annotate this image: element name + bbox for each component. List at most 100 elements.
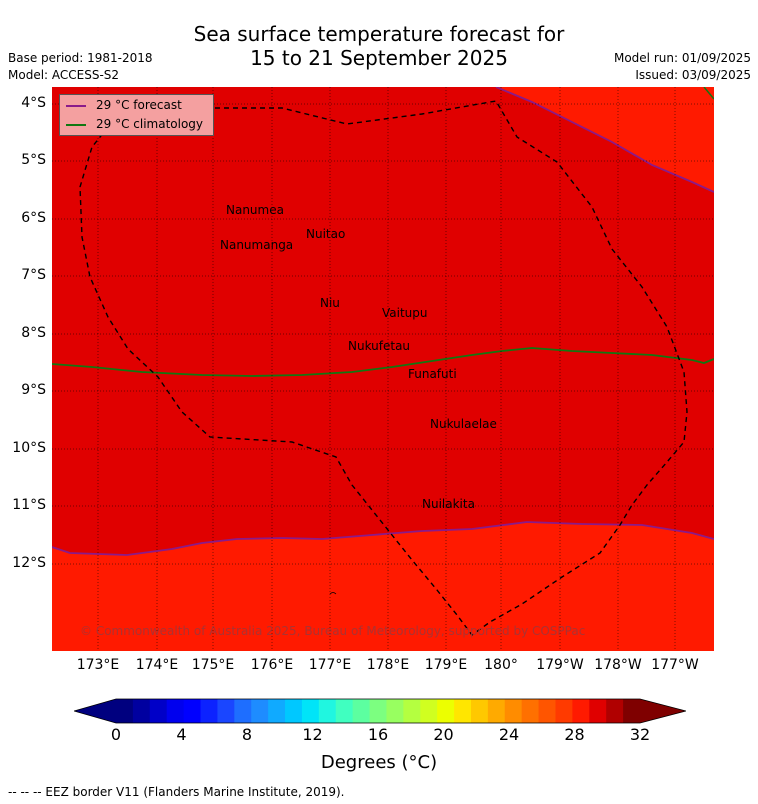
lat-label: 11°S	[12, 497, 46, 513]
lon-label: 177°W	[651, 657, 699, 673]
legend-climatology: 29 °C climatology	[66, 116, 203, 132]
meta-left: Base period: 1981-2018 Model: ACCESS-S2	[8, 50, 153, 84]
lon-label: 178°W	[594, 657, 642, 673]
colorbar-segment	[352, 699, 371, 723]
colorbar-segment	[200, 699, 218, 723]
colorbar-segment	[217, 699, 235, 723]
colorbar-segment	[149, 699, 168, 723]
colorbar-tick-label: 8	[241, 725, 253, 744]
colorbar-segment	[318, 699, 337, 723]
chart-title: Sea surface temperature forecast for 15 …	[0, 22, 758, 70]
colorbar-segment	[504, 699, 523, 723]
eez-border	[79, 100, 688, 636]
place-labels: Nanumea Nuitao Nanumanga Niu Vaitupu Nukufeta…	[52, 87, 714, 651]
title-line-2: 15 to 21 September 2025	[250, 46, 508, 70]
lon-label: 174°E	[135, 657, 179, 673]
land-speck	[329, 592, 337, 595]
colorbar-tick-label: 0	[110, 725, 122, 744]
colorbar	[74, 698, 686, 724]
place-label: Niu	[320, 296, 340, 310]
colorbar-segment	[183, 699, 202, 723]
forecast-contour-south	[52, 521, 714, 556]
lat-label: 12°S	[12, 555, 46, 571]
colorbar-segment	[301, 699, 320, 723]
forecast-swatch	[66, 104, 86, 107]
colorbar-segment	[335, 699, 354, 723]
sst-fill-warm	[52, 87, 714, 555]
lon-label: 178°E	[366, 657, 410, 673]
colorbar-label: Degrees (°C)	[320, 752, 438, 773]
colorbar-outline	[74, 698, 686, 724]
climatology-swatch	[66, 123, 86, 126]
colorbar-segment	[487, 699, 506, 723]
lat-label: 10°S	[12, 440, 46, 456]
legend-climatology-label: 29 °C climatology	[96, 117, 204, 131]
lon-label: 177°E	[308, 657, 352, 673]
lat-label: 5°S	[21, 152, 46, 168]
colorbar-segment	[521, 699, 540, 723]
place-label: Nukulaelae	[430, 417, 497, 431]
lat-label: 7°S	[21, 267, 46, 283]
colorbar-segment	[606, 699, 624, 723]
colorbar-tick-label: 16	[367, 725, 389, 744]
lon-label: 176°E	[250, 657, 294, 673]
colorbar-segment	[623, 699, 641, 723]
colorbar-tick-label: 12	[302, 725, 323, 744]
colorbar-tick-label: 24	[498, 725, 520, 744]
legend-box: 29 °C forecast 29 °C climatology	[59, 94, 214, 136]
forecast-contour-north	[495, 87, 714, 193]
title-line-1: Sea surface temperature forecast for	[193, 22, 565, 46]
meta-right: Model run: 01/09/2025 Issued: 03/09/2025	[614, 50, 751, 84]
colorbar-tick-label: 32	[629, 725, 651, 744]
colorbar-segment	[589, 699, 607, 723]
colorbar-segment	[420, 699, 438, 723]
colorbar-segment	[234, 699, 252, 723]
lat-label: 8°S	[21, 325, 46, 341]
colorbar-segment	[251, 699, 269, 723]
issued-text: Issued: 03/09/2025	[635, 68, 751, 82]
climatology-contour	[52, 347, 714, 377]
legend-forecast-label: 29 °C forecast	[96, 98, 182, 112]
colorbar-under-arrow	[74, 699, 116, 723]
lat-label: 9°S	[21, 382, 46, 398]
footer-note: -- -- -- EEZ border V11 (Flanders Marine…	[8, 785, 345, 799]
colorbar-segment	[470, 699, 489, 723]
lat-label: 6°S	[21, 210, 46, 226]
lat-label: 4°S	[21, 95, 46, 111]
place-label: Funafuti	[408, 367, 457, 381]
colorbar-segment	[116, 699, 134, 723]
colorbar-over-arrow	[640, 699, 686, 723]
colorbar-tick-label: 20	[433, 725, 454, 744]
colorbar-segment	[369, 699, 387, 723]
colorbar-tick-label: 4	[176, 725, 187, 744]
colorbar-segment	[166, 699, 185, 723]
copyright-text: © Commonwealth of Australia 2025, Bureau…	[80, 624, 586, 638]
colorbar-segment	[132, 699, 151, 723]
lon-label: 180°	[484, 657, 518, 673]
colorbar-segment	[268, 699, 286, 723]
lon-label: 179°W	[536, 657, 584, 673]
place-label: Nanumanga	[220, 238, 294, 252]
legend-forecast: 29 °C forecast	[66, 97, 182, 113]
place-label: Nukufetau	[348, 339, 411, 353]
model-text: Model: ACCESS-S2	[8, 68, 120, 82]
colorbar-tick-label: 28	[564, 725, 585, 744]
graticule	[52, 87, 714, 651]
colorbar-segment	[386, 699, 404, 723]
model-run-text: Model run: 01/09/2025	[613, 51, 751, 65]
base-period-text: Base period: 1981-2018	[8, 51, 153, 65]
lon-label: 173°E	[76, 657, 120, 673]
colorbar-segment	[538, 699, 556, 723]
colorbar-segment	[454, 699, 472, 723]
lon-label: 175°E	[191, 657, 235, 673]
place-label: Vaitupu	[382, 306, 428, 320]
colorbar-segment	[555, 699, 573, 723]
colorbar-segment	[572, 699, 590, 723]
colorbar-segment	[285, 699, 303, 723]
climatology-contour-ne	[703, 87, 714, 100]
place-label: Nanumea	[226, 203, 284, 217]
sst-map	[52, 87, 714, 651]
colorbar-segment	[403, 699, 421, 723]
lon-label: 179°E	[424, 657, 468, 673]
place-label: Nuitao	[306, 227, 346, 241]
